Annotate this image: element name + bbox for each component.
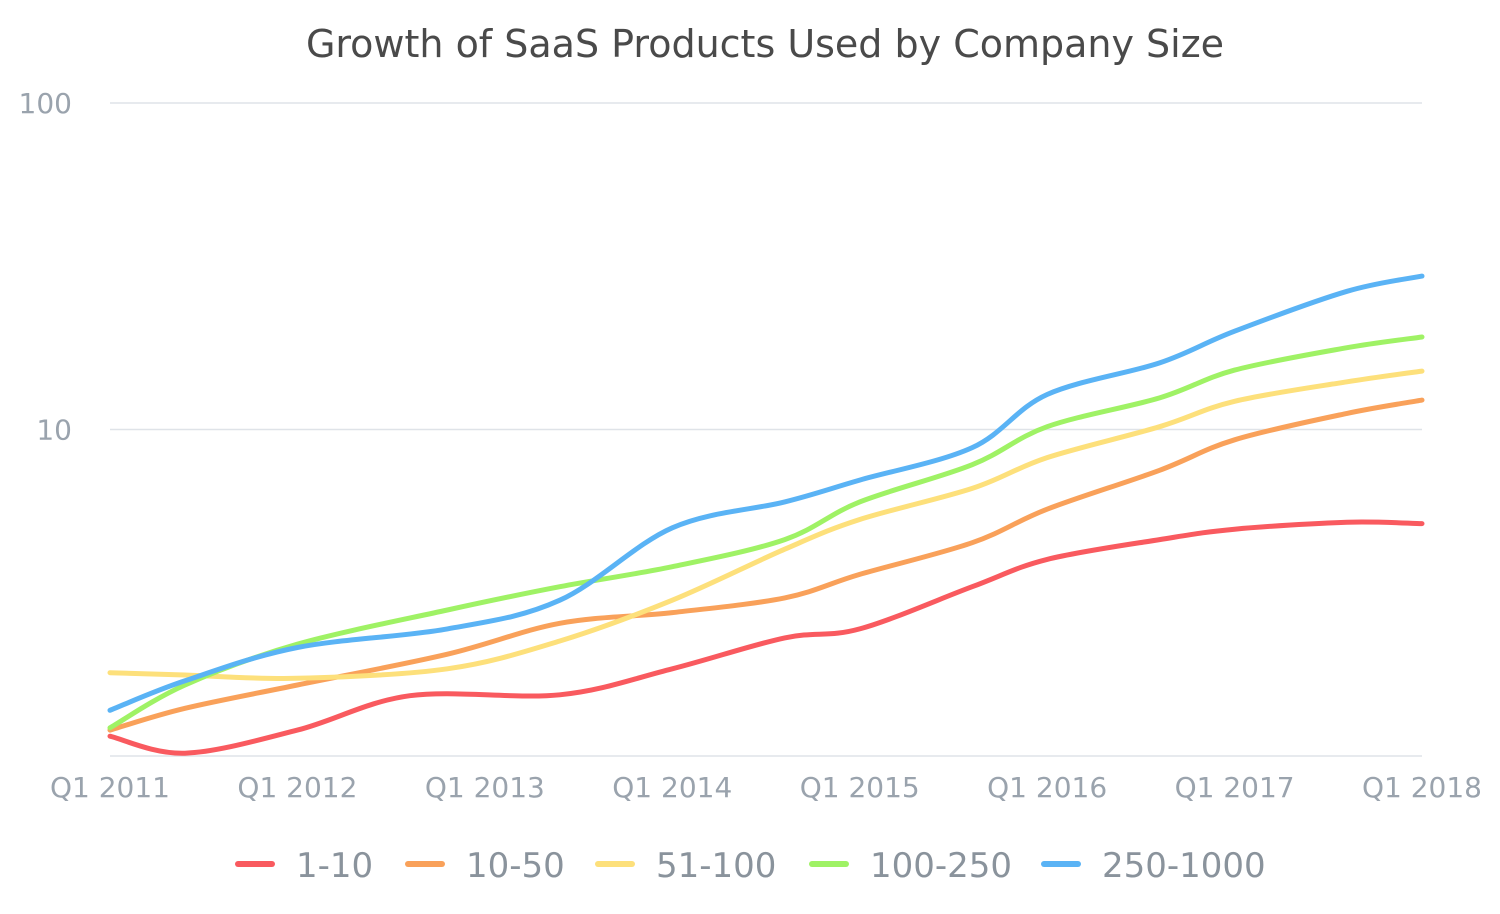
series-line-1-10 — [107, 519, 1425, 756]
legend-label: 10-50 — [466, 846, 565, 886]
series-line-10-50 — [107, 397, 1425, 733]
x-tick-label: Q1 2012 — [237, 771, 357, 804]
y-tick-label: 10 — [36, 414, 72, 447]
x-tick-label: Q1 2011 — [50, 771, 170, 804]
legend-item: 100-250 — [809, 846, 1012, 886]
legend-item: 10-50 — [405, 846, 565, 886]
x-tick-label: Q1 2016 — [987, 771, 1107, 804]
y-tick-label: 100 — [19, 87, 72, 120]
series-line-51-100 — [107, 368, 1425, 681]
x-tick-label: Q1 2013 — [425, 771, 545, 804]
legend-label: 100-250 — [870, 846, 1012, 886]
chart-title: Growth of SaaS Products Used by Company … — [306, 22, 1224, 66]
x-tick-label: Q1 2014 — [612, 771, 732, 804]
x-tick-label: Q1 2018 — [1362, 771, 1482, 804]
series-line-100-250 — [107, 334, 1425, 731]
legend-label: 1-10 — [296, 846, 373, 886]
legend-label: 250-1000 — [1102, 846, 1266, 886]
legend-label: 51-100 — [656, 846, 776, 886]
legend-item: 51-100 — [595, 846, 776, 886]
x-tick-label: Q1 2015 — [800, 771, 920, 804]
x-axis-ticks: Q1 2011 Q1 2012 Q1 2013 Q1 2014 Q1 2015 Q1 20… — [50, 771, 1482, 804]
legend-item: 1-10 — [235, 846, 373, 886]
x-tick-label: Q1 2017 — [1175, 771, 1295, 804]
grid-lines — [110, 102, 1422, 757]
y-axis-ticks: 100 10 — [19, 87, 72, 447]
legend: 1-10 10-50 51-100 100-250 250-1000 — [235, 846, 1266, 886]
series-line-250-1000 — [107, 273, 1425, 713]
legend-item: 250-1000 — [1041, 846, 1266, 886]
series-lines — [107, 273, 1425, 756]
